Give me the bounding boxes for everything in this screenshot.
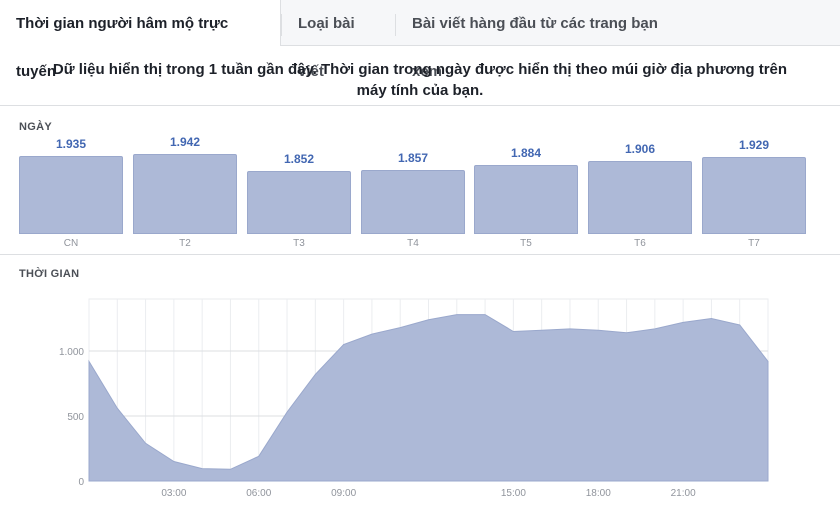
x-tick-label: 06:00 [246, 488, 271, 499]
day-column[interactable]: 1.929 T7 [702, 135, 806, 249]
tab-separator [281, 14, 282, 36]
y-tick-label: 0 [78, 477, 84, 488]
section-divider [0, 254, 840, 255]
day-column[interactable]: 1.857 T4 [361, 135, 465, 249]
tab-bar: Thời gian người hâm mộ trực tuyến Loại b… [0, 0, 840, 80]
day-bar [133, 154, 237, 234]
fans-online-area [88, 314, 769, 482]
day-bar [247, 171, 351, 234]
time-section-title: THỜI GIAN [19, 268, 80, 280]
day-category-label: T3 [293, 238, 305, 249]
day-value-label: 1.852 [283, 152, 315, 166]
tab-fans-online[interactable]: Thời gian người hâm mộ trực tuyến [0, 0, 281, 80]
day-category-label: T4 [407, 238, 419, 249]
day-value-label: 1.906 [624, 142, 656, 156]
x-tick-label: 03:00 [161, 488, 186, 499]
days-section-title: NGÀY [19, 121, 52, 133]
x-tick-label: 21:00 [671, 488, 696, 499]
day-bar [474, 165, 578, 234]
day-value-label: 1.884 [510, 146, 542, 160]
day-column[interactable]: 1.852 T3 [247, 135, 351, 249]
day-category-label: T2 [179, 238, 191, 249]
day-bar [588, 161, 692, 234]
timezone-notice: Dữ liệu hiển thị trong 1 tuần gần đây. T… [0, 46, 840, 106]
tab-post-types[interactable]: Loại bài viết [298, 15, 355, 80]
day-category-label: T7 [748, 238, 760, 249]
day-bar [361, 170, 465, 234]
day-column[interactable]: 1.906 T6 [588, 135, 692, 249]
day-value-label: 1.935 [55, 137, 87, 151]
day-column[interactable]: 1.884 T5 [474, 135, 578, 249]
day-bar [702, 157, 806, 234]
day-category-label: T6 [634, 238, 646, 249]
day-bar [19, 156, 123, 234]
day-value-label: 1.942 [169, 135, 201, 149]
day-value-label: 1.857 [397, 151, 429, 165]
x-tick-label: 09:00 [331, 488, 356, 499]
tab-top-posts[interactable]: Bài viết hàng đầu từ các trang bạn xem [412, 15, 658, 80]
x-tick-label: 18:00 [586, 488, 611, 499]
day-value-label: 1.929 [738, 138, 770, 152]
day-column[interactable]: 1.942 T2 [133, 135, 237, 249]
x-tick-label: 15:00 [501, 488, 526, 499]
day-column[interactable]: 1.935 CN [19, 135, 123, 249]
day-category-label: T5 [520, 238, 532, 249]
day-category-label: CN [63, 238, 79, 249]
y-tick-label: 1.000 [59, 347, 84, 358]
y-tick-label: 500 [67, 412, 84, 423]
tab-separator [395, 14, 396, 36]
